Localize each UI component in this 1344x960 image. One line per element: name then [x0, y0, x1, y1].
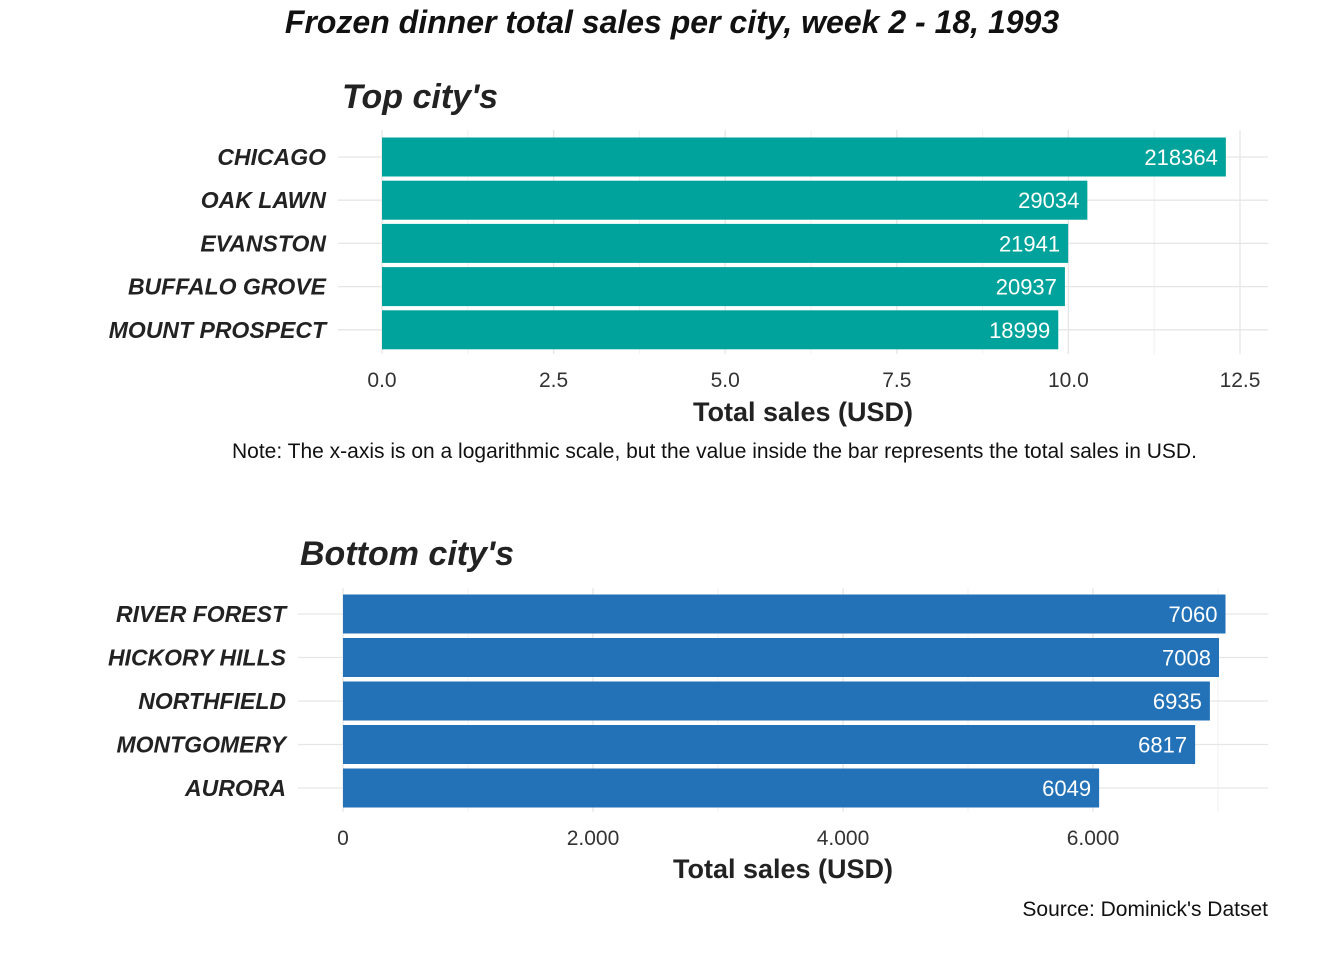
top-category-label-oak-lawn: OAK LAWN [201, 187, 327, 213]
main-title: Frozen dinner total sales per city, week… [284, 4, 1060, 40]
bottom-bar-river-forest [343, 594, 1226, 634]
bottom-x-tick-label: 6.000 [1067, 827, 1120, 850]
bottom-category-label-northfield: NORTHFIELD [138, 688, 286, 714]
top-bar-oak-lawn [382, 180, 1088, 220]
top-bar-buffalo-grove [382, 267, 1065, 307]
bottom-bar-hickory-hills [343, 638, 1219, 677]
top-category-label-chicago: CHICAGO [217, 144, 326, 170]
bottom-category-label-aurora: AURORA [184, 775, 286, 801]
top-x-tick-label: 7.5 [882, 369, 911, 392]
bottom-value-label-river-forest: 7060 [1169, 602, 1218, 627]
log-scale-note: Note: The x-axis is on a logarithmic sca… [232, 440, 1197, 463]
bottom-value-label-montgomery: 6817 [1138, 733, 1187, 758]
top-bar-mount-prospect [382, 310, 1059, 350]
bottom-x-axis-title: Total sales (USD) [673, 854, 893, 884]
top-category-label-buffalo-grove: BUFFALO GROVE [128, 274, 327, 300]
bottom-bar-montgomery [343, 725, 1196, 764]
bottom-value-label-aurora: 6049 [1042, 776, 1091, 801]
bottom-category-label-montgomery: MONTGOMERY [116, 732, 288, 758]
bottom-x-tick-label: 0 [337, 827, 349, 850]
bottom-value-label-hickory-hills: 7008 [1162, 646, 1211, 671]
bottom-category-label-hickory-hills: HICKORY HILLS [108, 645, 287, 671]
top-x-tick-label: 2.5 [539, 369, 568, 392]
bottom-category-label-river-forest: RIVER FOREST [116, 601, 288, 627]
bottom-chart-title: Bottom city's [300, 535, 514, 573]
top-bar-chicago [382, 137, 1226, 177]
bottom-bar-northfield [343, 681, 1210, 721]
top-bar-evanston [382, 223, 1069, 263]
top-value-label-mount-prospect: 18999 [989, 318, 1050, 343]
bottom-bar-aurora [343, 768, 1100, 808]
top-chart-title: Top city's [342, 78, 499, 116]
top-value-label-buffalo-grove: 20937 [996, 275, 1057, 300]
source-caption: Source: Dominick's Datset [1022, 898, 1268, 921]
top-category-label-mount-prospect: MOUNT PROSPECT [109, 317, 328, 343]
top-category-label-evanston: EVANSTON [200, 230, 326, 256]
top-x-tick-label: 10.0 [1048, 369, 1089, 392]
bottom-value-label-northfield: 6935 [1153, 689, 1202, 714]
top-x-tick-label: 5.0 [711, 369, 740, 392]
top-value-label-evanston: 21941 [999, 231, 1060, 256]
bottom-x-tick-label: 4.000 [817, 827, 870, 850]
bottom-x-tick-label: 2.000 [567, 827, 620, 850]
top-x-axis-title: Total sales (USD) [693, 397, 913, 427]
top-value-label-chicago: 218364 [1144, 145, 1217, 170]
top-x-tick-label: 0.0 [367, 369, 396, 392]
top-x-tick-label: 12.5 [1220, 369, 1261, 392]
top-value-label-oak-lawn: 29034 [1018, 188, 1079, 213]
